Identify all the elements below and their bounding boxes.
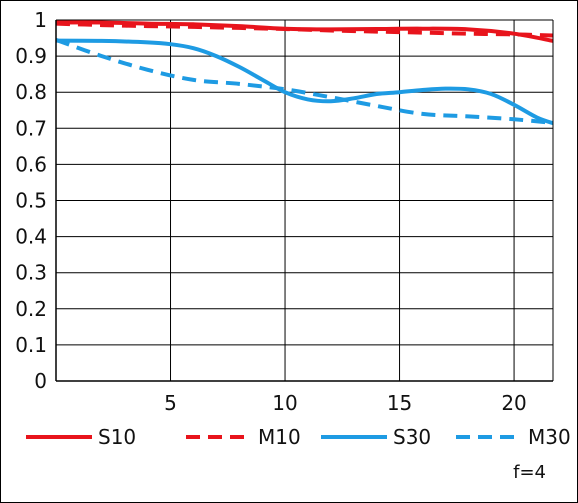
- legend: S10 M10 S30 M30: [26, 425, 571, 449]
- aperture-annotation: f=4: [513, 462, 546, 483]
- x-tick-label: 10: [272, 391, 297, 415]
- series-line-m30: [56, 38, 553, 125]
- grid: [56, 19, 553, 381]
- legend-label-s30: S30: [393, 425, 431, 449]
- legend-label-m30: M30: [528, 425, 571, 449]
- x-tick-label: 15: [387, 391, 412, 415]
- tick-labels: 00.10.20.30.40.50.60.70.80.915 10 15 20: [15, 8, 527, 415]
- y-tick-label: 0.6: [15, 152, 47, 176]
- series-line-s30: [56, 38, 553, 126]
- y-tick-label: 0.9: [15, 44, 47, 68]
- y-tick-label: 1: [34, 8, 47, 32]
- y-tick-label: 0: [34, 369, 47, 393]
- y-tick-label: 0.4: [15, 225, 47, 249]
- y-tick-label: 0.3: [15, 261, 47, 285]
- y-tick-label: 0.1: [15, 333, 47, 357]
- y-tick-label: 0.2: [15, 297, 47, 321]
- series-lines: [56, 20, 553, 126]
- series-line-m10: [56, 21, 553, 38]
- y-tick-label: 0.7: [15, 116, 47, 140]
- y-tick-label: 0.5: [15, 189, 47, 213]
- axes: [55, 20, 554, 382]
- legend-label-s10: S10: [98, 425, 136, 449]
- x-tick-label: 5: [164, 391, 177, 415]
- x-tick-label: 20: [501, 391, 526, 415]
- legend-label-m10: M10: [258, 425, 301, 449]
- y-tick-label: 0.8: [15, 80, 47, 104]
